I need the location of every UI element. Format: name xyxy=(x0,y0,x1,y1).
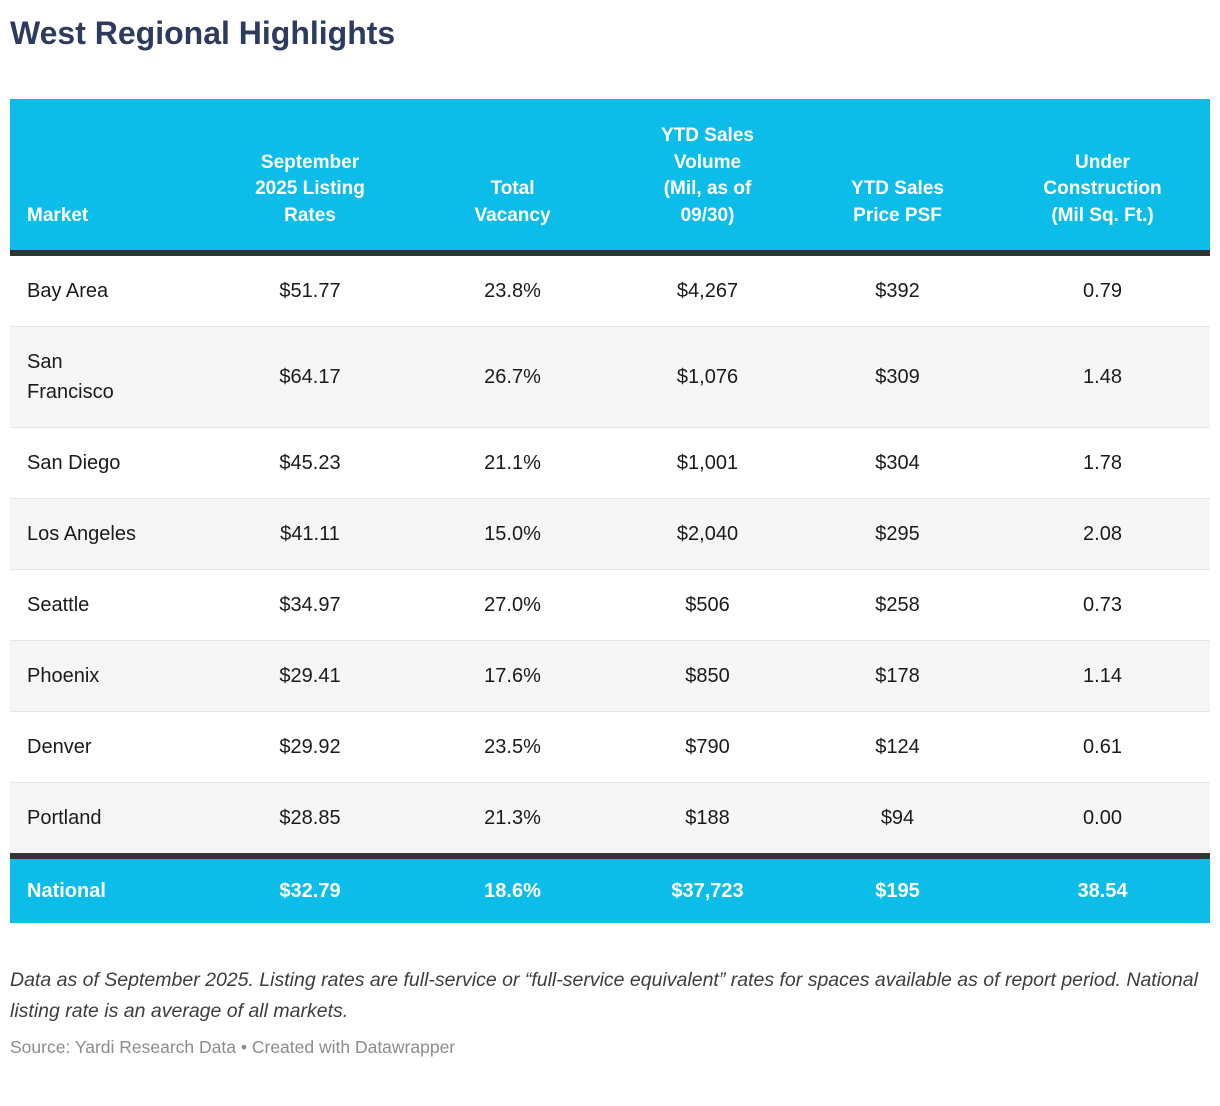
under-construction-cell: 2.08 xyxy=(995,498,1210,570)
table-row-denver: Denver $29.92 23.5% $790 $124 0.61 xyxy=(10,711,1210,783)
market-cell: Bay Area xyxy=(27,280,109,302)
market-cell: Seattle xyxy=(10,569,210,641)
page: West Regional Highlights Market Septembe… xyxy=(10,15,1210,1057)
market-cell: San Francisco xyxy=(10,326,210,428)
table-row-bay-area: Bay Area $51.77 23.8% $4,267 $392 0.79 xyxy=(10,253,1210,327)
price-psf-cell: $392 xyxy=(875,280,920,302)
sales-volume-cell: $2,040 xyxy=(615,498,800,570)
col-header-total-vacancy: Total Vacancy xyxy=(410,99,615,256)
vacancy-cell: 27.0% xyxy=(410,569,615,641)
under-construction-cell: 1.48 xyxy=(995,326,1210,428)
vacancy-cell: 21.3% xyxy=(410,782,615,856)
vacancy-cell: 23.8% xyxy=(484,280,541,302)
national-label-cell: National xyxy=(10,853,210,923)
listing-rate-cell: $64.17 xyxy=(210,326,410,428)
table-row-los-angeles: Los Angeles $41.11 15.0% $2,040 $295 2.0… xyxy=(10,498,1210,570)
col-header-ytd-sales-volume: YTD Sales Volume (Mil, as of 09/30) xyxy=(615,99,800,256)
sales-volume-cell: $790 xyxy=(615,711,800,783)
price-psf-cell: $258 xyxy=(800,569,995,641)
header-row: Market September 2025 Listing Rates Tota… xyxy=(10,99,1210,256)
price-psf-cell: $295 xyxy=(800,498,995,570)
market-cell: Portland xyxy=(10,782,210,856)
vacancy-cell: 26.7% xyxy=(410,326,615,428)
vacancy-cell: 21.1% xyxy=(410,427,615,499)
col-header-market: Market xyxy=(10,99,210,256)
market-cell: Los Angeles xyxy=(10,498,210,570)
price-psf-cell: $304 xyxy=(800,427,995,499)
col-header-ytd-sales-price-psf: YTD Sales Price PSF xyxy=(800,99,995,256)
listing-rate-cell: $41.11 xyxy=(210,498,410,570)
listing-rate-cell: $29.92 xyxy=(210,711,410,783)
national-listing-rate-cell: $32.79 xyxy=(210,853,410,923)
table-footer: National $32.79 18.6% $37,723 $195 38.54 xyxy=(10,853,1210,923)
under-construction-cell: 0.00 xyxy=(995,782,1210,856)
price-psf-cell: $124 xyxy=(800,711,995,783)
col-header-under-construction: Under Construction (Mil Sq. Ft.) xyxy=(995,99,1210,256)
under-construction-cell: 0.79 xyxy=(1083,280,1122,302)
market-cell: Phoenix xyxy=(10,640,210,712)
table-row-san-francisco: San Francisco $64.17 26.7% $1,076 $309 1… xyxy=(10,326,1210,428)
table-header: Market September 2025 Listing Rates Tota… xyxy=(10,99,1210,256)
vacancy-cell: 17.6% xyxy=(410,640,615,712)
under-construction-cell: 0.73 xyxy=(995,569,1210,641)
sales-volume-cell: $1,001 xyxy=(615,427,800,499)
table-row-national: National $32.79 18.6% $37,723 $195 38.54 xyxy=(10,853,1210,923)
market-cell: San Diego xyxy=(10,427,210,499)
listing-rate-cell: $45.23 xyxy=(210,427,410,499)
national-price-psf-cell: $195 xyxy=(800,853,995,923)
footnote: Data as of September 2025. Listing rates… xyxy=(10,969,1198,1022)
vacancy-cell: 15.0% xyxy=(410,498,615,570)
sales-volume-cell: $1,076 xyxy=(615,326,800,428)
under-construction-cell: 1.78 xyxy=(995,427,1210,499)
listing-rate-cell: $28.85 xyxy=(210,782,410,856)
price-psf-cell: $94 xyxy=(800,782,995,856)
listing-rate-cell: $34.97 xyxy=(210,569,410,641)
source-attribution: Source: Yardi Research Data • Created wi… xyxy=(10,1037,456,1057)
market-cell: Denver xyxy=(10,711,210,783)
under-construction-cell: 1.14 xyxy=(995,640,1210,712)
price-psf-cell: $178 xyxy=(800,640,995,712)
sales-volume-cell: $188 xyxy=(615,782,800,856)
table-row-seattle: Seattle $34.97 27.0% $506 $258 0.73 xyxy=(10,569,1210,641)
table-row-san-diego: San Diego $45.23 21.1% $1,001 $304 1.78 xyxy=(10,427,1210,499)
national-sales-volume-cell: $37,723 xyxy=(615,853,800,923)
sales-volume-cell: $4,267 xyxy=(676,280,739,302)
regional-highlights-table: Market September 2025 Listing Rates Tota… xyxy=(10,99,1210,923)
listing-rate-cell: $29.41 xyxy=(210,640,410,712)
national-under-construction-cell: 38.54 xyxy=(995,853,1210,923)
national-vacancy-cell: 18.6% xyxy=(410,853,615,923)
table-row-phoenix: Phoenix $29.41 17.6% $850 $178 1.14 xyxy=(10,640,1210,712)
table-body: Bay Area $51.77 23.8% $4,267 $392 0.79 S… xyxy=(10,253,1210,856)
vacancy-cell: 23.5% xyxy=(410,711,615,783)
sales-volume-cell: $850 xyxy=(615,640,800,712)
under-construction-cell: 0.61 xyxy=(995,711,1210,783)
listing-rate-cell: $51.77 xyxy=(279,280,341,302)
price-psf-cell: $309 xyxy=(800,326,995,428)
sales-volume-cell: $506 xyxy=(615,569,800,641)
table-row-portland: Portland $28.85 21.3% $188 $94 0.00 xyxy=(10,782,1210,856)
col-header-listing-rates: September 2025 Listing Rates xyxy=(210,99,410,256)
page-title: West Regional Highlights xyxy=(10,15,396,51)
